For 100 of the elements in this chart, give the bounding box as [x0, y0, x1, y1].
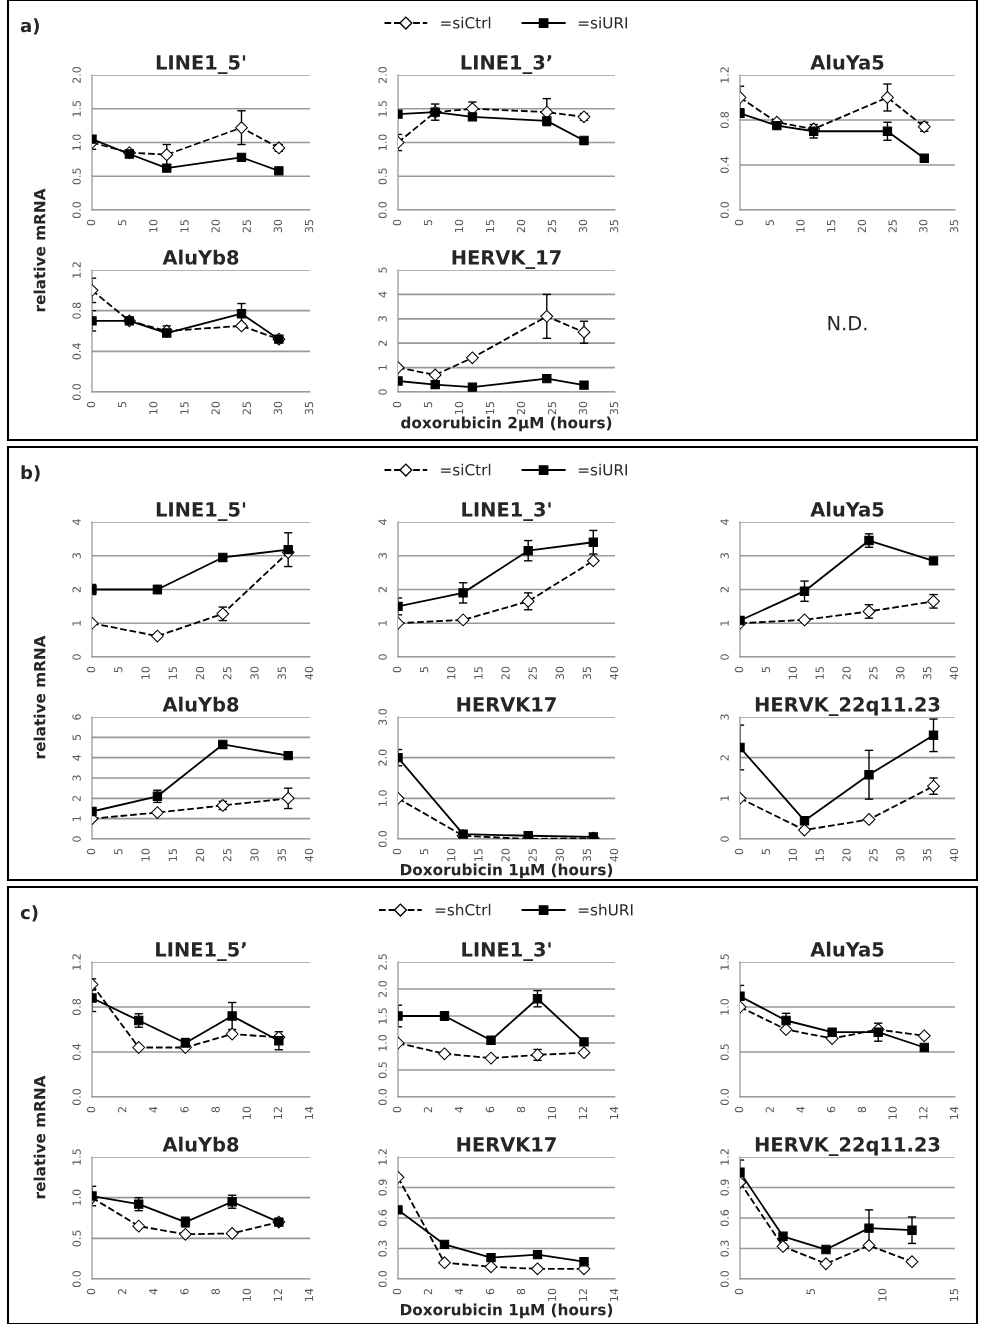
legend-label: =siURI — [578, 16, 628, 29]
x-tick-label: 6 — [485, 1106, 495, 1113]
y-tick-label: 1 — [72, 620, 81, 626]
x-tick-label: 0 — [392, 1106, 402, 1113]
x-tick-label: 40 — [949, 848, 959, 862]
x-tick-label: 0 — [734, 666, 744, 673]
x-tick-label: 4 — [149, 1288, 158, 1295]
chart-title: AluYb8 — [162, 249, 239, 265]
chart-title: LINE1_3' — [462, 942, 551, 962]
y-axis-title: relative mRNA — [33, 188, 46, 312]
x-tick-label: 20 — [842, 666, 851, 680]
y-tick-label: 1.0 — [720, 998, 729, 1015]
x-tick-label: 0 — [734, 219, 744, 226]
x-tick-label: 20 — [501, 848, 510, 862]
x-tick-label: 5 — [765, 220, 774, 226]
x-tick-label: 30 — [578, 401, 588, 415]
x-tick-label: 30 — [250, 848, 259, 862]
chart-title: AluYa5 — [810, 941, 884, 957]
y-tick-label: 0 — [378, 654, 387, 660]
x-tick-label: 35 — [922, 849, 932, 862]
y-tick-label: 4 — [378, 291, 387, 298]
y-tick-label: 1.5 — [378, 1008, 387, 1024]
chart-title: LINE1_3’ — [461, 55, 552, 75]
y-tick-label: 2 — [72, 795, 81, 802]
y-tick-label: 2.0 — [378, 749, 387, 766]
x-tick-label: 15 — [474, 667, 483, 679]
x-tick-label: 14 — [304, 1106, 314, 1119]
x-tick-label: 35 — [922, 667, 932, 680]
chart-title: HERVK_22q11.23 — [755, 1137, 940, 1157]
y-tick-label: 3 — [378, 316, 387, 322]
legend-label: =shCtrl — [435, 903, 491, 916]
y-tick-label: 0.0 — [720, 201, 729, 219]
x-tick-label: 35 — [609, 402, 619, 415]
y-tick-label: 1 — [378, 365, 387, 370]
y-tick-label: 1 — [378, 620, 387, 626]
x-tick-label: 15 — [168, 849, 177, 861]
x-tick-label: 20 — [857, 219, 867, 233]
x-tick-label: 10 — [447, 666, 456, 679]
x-tick-label: 2 — [765, 1107, 774, 1113]
x-axis-title: Doxorubicin 1μM (hours) — [400, 1303, 613, 1319]
y-tick-label: 0.0 — [72, 1088, 81, 1106]
x-tick-label: 0 — [392, 848, 402, 855]
x-tick-label: 25 — [528, 849, 537, 862]
y-tick-label: 2.5 — [378, 954, 387, 971]
y-tick-label: 2.0 — [72, 66, 81, 84]
y-tick-label: 0.9 — [720, 1179, 729, 1196]
x-tick-label: 4 — [796, 1106, 805, 1113]
x-tick-label: 4 — [454, 1106, 464, 1113]
x-tick-label: 20 — [195, 848, 205, 862]
y-tick-label: 1.0 — [378, 1034, 387, 1051]
x-tick-label: 20 — [501, 666, 510, 680]
legend-label: =siCtrl — [441, 463, 491, 476]
x-tick-label: 35 — [304, 220, 314, 233]
x-tick-label: 25 — [869, 667, 878, 680]
x-tick-label: 40 — [949, 666, 959, 680]
x-tick-label: 10 — [788, 848, 797, 861]
chart-title: HERVK_17 — [452, 250, 561, 270]
x-tick-label: 30 — [555, 666, 564, 680]
chart-title: AluYa5 — [810, 54, 884, 70]
y-tick-label: 0 — [72, 654, 81, 660]
y-tick-label: 0.8 — [72, 302, 81, 319]
x-tick-label: 25 — [242, 402, 251, 415]
y-tick-label: 3.0 — [378, 708, 387, 725]
x-tick-label: 15 — [474, 849, 483, 861]
x-tick-label: 10 — [242, 1288, 251, 1301]
x-tick-label: 12 — [578, 1289, 588, 1301]
x-tick-label: 6 — [180, 1288, 189, 1295]
x-tick-label: 25 — [528, 667, 537, 680]
y-tick-label: 2.0 — [378, 66, 387, 84]
x-tick-label: 12 — [578, 1107, 588, 1119]
x-tick-label: 0 — [392, 219, 402, 226]
y-tick-label: 0.5 — [72, 168, 81, 185]
x-tick-label: 35 — [304, 402, 314, 415]
legend-label: =siURI — [578, 463, 628, 476]
x-tick-label: 12 — [273, 1107, 282, 1119]
x-tick-label: 14 — [609, 1106, 619, 1119]
y-tick-label: 2 — [378, 587, 387, 593]
y-tick-label: 0.4 — [72, 1043, 81, 1061]
legend-label: =siCtrl — [441, 16, 491, 29]
x-tick-label: 35 — [582, 667, 592, 680]
y-tick-label: 0.3 — [720, 1240, 729, 1257]
y-tick-label: 1.5 — [72, 1149, 81, 1165]
y-tick-label: 1.2 — [720, 67, 729, 83]
x-tick-label: 5 — [423, 402, 433, 408]
x-tick-label: 10 — [149, 219, 158, 232]
x-tick-label: 10 — [454, 401, 464, 414]
y-axis-title: relative mRNA — [33, 635, 46, 759]
x-tick-label: 5 — [114, 849, 123, 855]
text: c) — [20, 905, 38, 922]
chart-title: HERVK_22q11.23 — [755, 697, 940, 717]
x-tick-label: 15 — [815, 667, 824, 679]
y-tick-label: 0.0 — [720, 1270, 729, 1288]
x-tick-label: 5 — [420, 849, 429, 855]
y-tick-label: 0.8 — [720, 111, 729, 129]
y-tick-label: 2 — [720, 755, 729, 761]
y-tick-label: 0.4 — [720, 156, 729, 174]
y-tick-label: 3 — [720, 553, 729, 559]
x-axis-title: Doxorubicin 1μM (hours) — [400, 863, 613, 879]
y-tick-label: 3 — [378, 553, 387, 559]
x-tick-label: 10 — [796, 219, 805, 232]
